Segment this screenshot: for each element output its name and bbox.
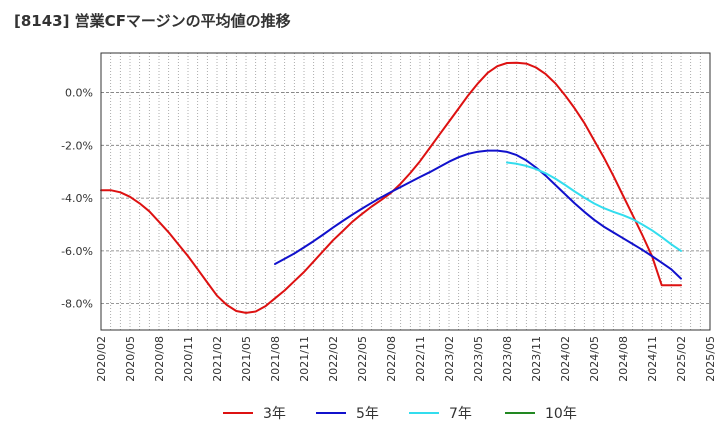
x-tick-label: 2023/11 — [530, 336, 543, 382]
series-line-1 — [274, 149, 682, 280]
x-tick-label: 2022/08 — [385, 336, 398, 382]
y-tick-label: -4.0% — [61, 192, 93, 205]
x-tick-label: 2021/05 — [240, 336, 253, 382]
x-axis-ticks: 2020/02 2020/05 2020/08 2020/11 2021/02 2021/… — [95, 336, 717, 382]
legend: 3年 5年 7年 10年 — [223, 406, 577, 422]
plot-frame — [100, 52, 711, 331]
x-tick-label: 2020/05 — [124, 336, 137, 382]
grid — [100, 53, 711, 330]
x-tick-label: 2022/11 — [414, 336, 427, 382]
x-tick-label: 2020/11 — [182, 336, 195, 382]
legend-label-1: 5年 — [356, 406, 379, 422]
x-tick-label: 2024/08 — [617, 336, 630, 382]
x-tick-label: 2021/08 — [269, 336, 282, 382]
x-tick-label: 2023/08 — [501, 336, 514, 382]
legend-label-0: 3年 — [263, 406, 286, 422]
x-tick-label: 2022/05 — [356, 336, 369, 382]
x-tick-label: 2020/08 — [153, 336, 166, 382]
x-tick-label: 2024/02 — [559, 336, 572, 382]
y-axis-ticks: 0.0% -2.0% -4.0% -6.0% -8.0% — [61, 87, 93, 311]
chart-title: [8143] 営業CFマージンの平均値の推移 — [14, 12, 291, 30]
y-tick-label: 0.0% — [65, 87, 93, 100]
series-layer — [100, 61, 682, 314]
legend-label-3: 10年 — [545, 406, 577, 422]
legend-label-2: 7年 — [449, 406, 472, 422]
x-tick-label: 2023/05 — [472, 336, 485, 382]
y-tick-label: -8.0% — [61, 298, 93, 311]
x-tick-label: 2023/02 — [443, 336, 456, 382]
x-tick-label: 2024/11 — [646, 336, 659, 382]
x-tick-label: 2025/05 — [704, 336, 717, 382]
x-tick-label: 2020/02 — [95, 336, 108, 382]
x-tick-label: 2021/11 — [298, 336, 311, 382]
x-tick-label: 2022/02 — [327, 336, 340, 382]
x-tick-label: 2025/02 — [675, 336, 688, 382]
series-line-2 — [506, 161, 682, 252]
x-tick-label: 2024/05 — [588, 336, 601, 382]
y-tick-label: -6.0% — [61, 245, 93, 258]
x-tick-label: 2021/02 — [211, 336, 224, 382]
y-tick-label: -2.0% — [61, 139, 93, 152]
